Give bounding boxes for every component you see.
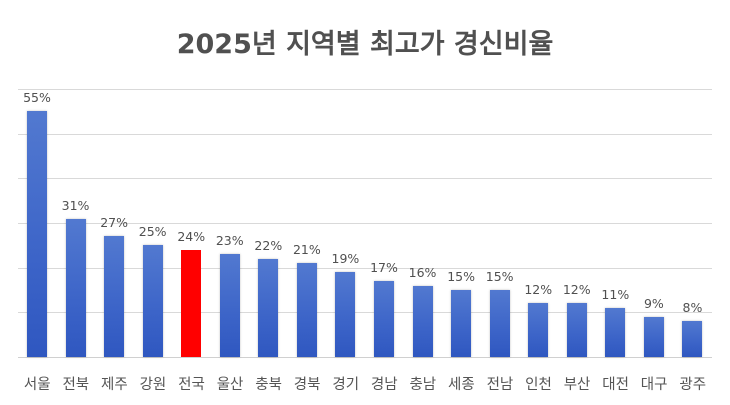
bar-group: 15% — [481, 89, 520, 357]
value-label: 22% — [254, 237, 283, 253]
bar — [605, 307, 626, 357]
value-label: 24% — [177, 228, 206, 244]
bar-group: 17% — [365, 89, 404, 357]
value-label: 19% — [331, 251, 360, 267]
bar-group: 11% — [596, 89, 635, 357]
x-tick-label: 대구 — [640, 377, 668, 393]
bar — [682, 321, 703, 357]
bar-group: 12% — [519, 89, 558, 357]
bar — [451, 290, 472, 357]
gridline — [18, 133, 712, 135]
x-tick-label: 제주 — [101, 377, 128, 393]
bar-group: 21% — [288, 89, 327, 357]
x-tick-label: 전남 — [486, 377, 514, 393]
x-tick-label: 세종 — [448, 377, 475, 393]
value-label: 9% — [643, 295, 664, 311]
bar — [335, 272, 356, 357]
value-label: 12% — [562, 282, 591, 298]
bar-group: 19% — [326, 89, 365, 357]
x-tick-label: 인천 — [525, 377, 552, 393]
bar — [219, 254, 240, 357]
bar-group: 31% — [57, 89, 96, 357]
bar-group: 22% — [249, 89, 288, 357]
value-label: 27% — [100, 215, 128, 231]
bar — [104, 236, 125, 357]
bar — [566, 303, 587, 357]
value-label: 11% — [601, 286, 630, 302]
x-tick-label: 전국 — [178, 377, 205, 393]
bar-group: 8% — [673, 89, 712, 357]
gridline — [18, 89, 712, 90]
gridline — [18, 178, 712, 180]
x-tick-label: 대전 — [602, 377, 629, 393]
x-tick-label: 경기 — [332, 377, 360, 393]
bar — [412, 285, 433, 357]
x-tick-label: 서울 — [23, 377, 51, 393]
gridline — [18, 312, 712, 314]
x-tick-label: 광주 — [679, 377, 707, 393]
bar — [374, 281, 394, 357]
bar — [142, 245, 163, 357]
bar — [258, 258, 279, 357]
bar-group: 23% — [211, 89, 250, 357]
value-label: 16% — [408, 264, 437, 280]
value-label: 17% — [370, 260, 398, 276]
value-label: 25% — [138, 224, 167, 240]
gridline — [18, 223, 712, 224]
x-tick-label: 부산 — [563, 377, 591, 393]
x-tick-label: 경남 — [370, 377, 398, 393]
bar-group: 12% — [558, 89, 597, 357]
bar-group: 27% — [95, 89, 134, 357]
bar — [65, 218, 86, 357]
x-tick-label: 울산 — [216, 377, 244, 393]
bar-group: 9% — [635, 89, 674, 357]
x-tick-label: 충북 — [255, 377, 282, 393]
x-tick-label: 강원 — [139, 377, 167, 393]
bar — [489, 290, 510, 357]
bar-group: 16% — [404, 89, 443, 357]
x-tick-label: 경북 — [293, 377, 321, 393]
gridline — [18, 267, 712, 269]
bar-group: 55% — [18, 89, 57, 357]
plot-area: 55% 31% 27% 25% 24% 23% 22% 21% 19% 17% 16% 15% 15% 1… — [18, 89, 712, 358]
value-label: 31% — [61, 197, 90, 213]
value-label: 15% — [447, 269, 475, 284]
x-tick-label: 전북 — [62, 377, 90, 393]
value-label: 55% — [23, 90, 51, 106]
value-label: 12% — [524, 282, 553, 298]
chart-title: 2025년 지역별 최고가 경신비율 — [176, 29, 554, 60]
value-label: 15% — [485, 269, 514, 284]
bar-group: 24% — [172, 89, 211, 357]
value-label: 23% — [215, 233, 244, 249]
bar-group: 25% — [134, 89, 173, 357]
x-tick-label: 충남 — [409, 377, 437, 393]
bar — [181, 249, 202, 357]
x-axis-line — [18, 357, 712, 358]
bar — [296, 263, 317, 357]
bar — [27, 111, 47, 357]
value-label: 8% — [682, 300, 703, 316]
bar — [528, 303, 549, 357]
bar — [643, 316, 664, 357]
bar-group: 15% — [442, 89, 481, 357]
value-label: 21% — [292, 242, 321, 258]
